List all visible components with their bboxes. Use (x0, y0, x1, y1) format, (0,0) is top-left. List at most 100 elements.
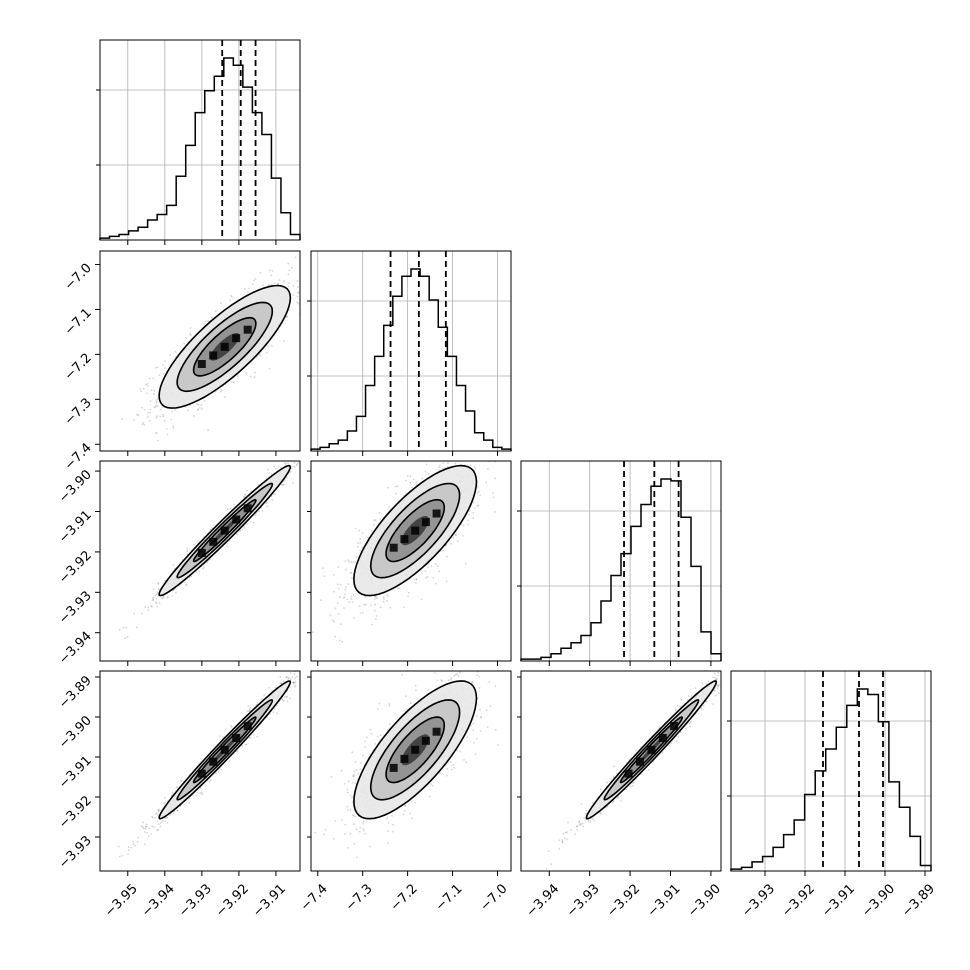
sample-point (285, 695, 288, 698)
sample-point (147, 416, 149, 419)
sample-point (284, 479, 286, 481)
sample-point (159, 415, 162, 418)
sample-point (296, 295, 299, 298)
sample-point (369, 604, 372, 607)
sample-point (209, 558, 212, 561)
sample-point (361, 612, 364, 614)
sample-point (171, 410, 174, 413)
sample-point (415, 578, 418, 581)
sample-point (301, 451, 303, 453)
sample-point (145, 383, 147, 386)
sample-point (267, 687, 270, 689)
sample-point (323, 432, 325, 434)
density-peak-cell (220, 526, 229, 535)
sample-point (183, 342, 186, 345)
sample-point (166, 822, 169, 824)
sample-point (469, 510, 471, 512)
sample-point (219, 302, 222, 305)
sample-point (220, 768, 223, 771)
sample-point (405, 479, 407, 482)
sample-point (153, 406, 156, 409)
sample-point (143, 409, 146, 411)
sample-point (477, 505, 480, 507)
sample-point (197, 403, 200, 406)
sample-point (337, 583, 339, 586)
sample-point (164, 796, 166, 799)
sample-point (332, 574, 335, 576)
sample-point (155, 594, 157, 597)
sample-point (426, 575, 429, 578)
sample-point (233, 503, 236, 506)
sample-point (149, 408, 152, 411)
sample-point (297, 454, 299, 456)
sample-point (347, 559, 349, 562)
sample-point (297, 286, 299, 288)
sample-point (351, 577, 353, 580)
sample-point (144, 843, 146, 846)
sample-point (491, 492, 494, 494)
density-peak-cell (389, 543, 398, 552)
scatter-panel-1-0 (99, 250, 322, 452)
sample-point (359, 541, 362, 544)
sample-point (280, 682, 282, 685)
sample-point (303, 450, 305, 452)
sample-point (367, 536, 369, 539)
sample-point (472, 517, 474, 519)
sample-point (174, 351, 177, 353)
panel-frame (99, 460, 301, 662)
sample-point (458, 459, 460, 461)
sample-point (163, 367, 166, 370)
sample-point (345, 586, 348, 589)
sample-point (147, 835, 150, 837)
sample-point (248, 708, 251, 711)
sample-point (387, 595, 389, 597)
sample-point (287, 273, 290, 276)
sample-point (254, 278, 257, 280)
sample-point (337, 613, 340, 615)
sample-point (124, 637, 127, 640)
sample-point (286, 676, 288, 679)
sample-point (375, 615, 378, 617)
sample-point (196, 403, 198, 405)
sample-point (473, 466, 476, 468)
sample-point (150, 833, 153, 835)
sample-point (137, 836, 140, 839)
sample-point (445, 580, 448, 583)
sample-point (420, 598, 423, 601)
sample-point (195, 571, 198, 573)
sample-point (382, 600, 385, 603)
sample-point (376, 597, 378, 600)
density-contour (192, 316, 257, 377)
sample-point (140, 390, 143, 393)
sample-point (291, 467, 293, 470)
sample-point (231, 296, 234, 298)
sample-point (309, 452, 311, 454)
panel-content (118, 400, 345, 640)
sample-point (185, 584, 188, 586)
sample-point (274, 493, 277, 496)
panel-frame (99, 39, 301, 241)
sample-point (350, 595, 353, 598)
sample-point (403, 606, 405, 609)
sample-point (278, 279, 281, 281)
sample-point (334, 635, 337, 638)
sample-point (200, 404, 203, 406)
sample-point (158, 809, 161, 812)
sample-point (468, 513, 470, 516)
sample-point (154, 367, 157, 369)
sample-point (271, 499, 274, 501)
sample-point (260, 697, 263, 700)
sample-point (245, 372, 248, 374)
sample-point (374, 519, 377, 522)
sample-point (357, 542, 360, 545)
sample-point (299, 458, 301, 460)
sample-point (290, 668, 292, 670)
sample-point (343, 400, 345, 402)
sample-point (320, 278, 322, 280)
sample-point (150, 605, 153, 607)
sample-point (243, 526, 246, 529)
sample-point (157, 439, 159, 442)
sample-point (277, 282, 280, 285)
sample-point (158, 374, 161, 376)
sample-point (385, 593, 388, 596)
